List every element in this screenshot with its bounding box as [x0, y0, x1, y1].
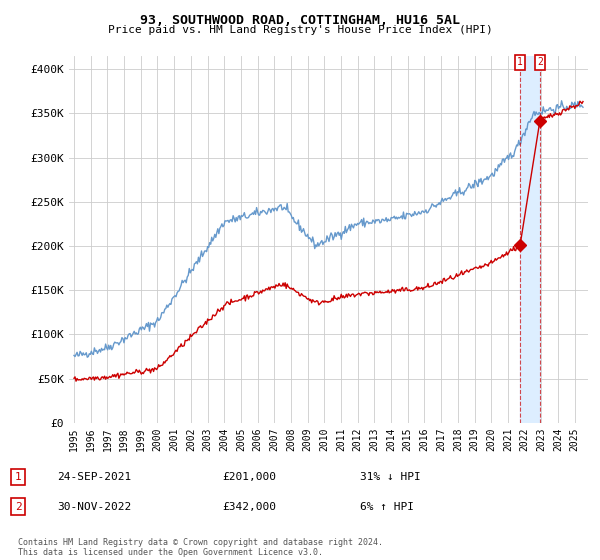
- Text: Price paid vs. HM Land Registry's House Price Index (HPI): Price paid vs. HM Land Registry's House …: [107, 25, 493, 35]
- Text: 2: 2: [14, 502, 22, 512]
- Text: 1: 1: [14, 472, 22, 482]
- Text: 31% ↓ HPI: 31% ↓ HPI: [360, 472, 421, 482]
- Text: 30-NOV-2022: 30-NOV-2022: [57, 502, 131, 512]
- Text: Contains HM Land Registry data © Crown copyright and database right 2024.
This d: Contains HM Land Registry data © Crown c…: [18, 538, 383, 557]
- Text: 1: 1: [517, 57, 523, 67]
- Text: 2: 2: [537, 57, 543, 67]
- Text: £342,000: £342,000: [222, 502, 276, 512]
- Text: £201,000: £201,000: [222, 472, 276, 482]
- Text: 6% ↑ HPI: 6% ↑ HPI: [360, 502, 414, 512]
- Bar: [520, 56, 540, 423]
- Text: 93, SOUTHWOOD ROAD, COTTINGHAM, HU16 5AL: 93, SOUTHWOOD ROAD, COTTINGHAM, HU16 5AL: [140, 14, 460, 27]
- Text: 24-SEP-2021: 24-SEP-2021: [57, 472, 131, 482]
